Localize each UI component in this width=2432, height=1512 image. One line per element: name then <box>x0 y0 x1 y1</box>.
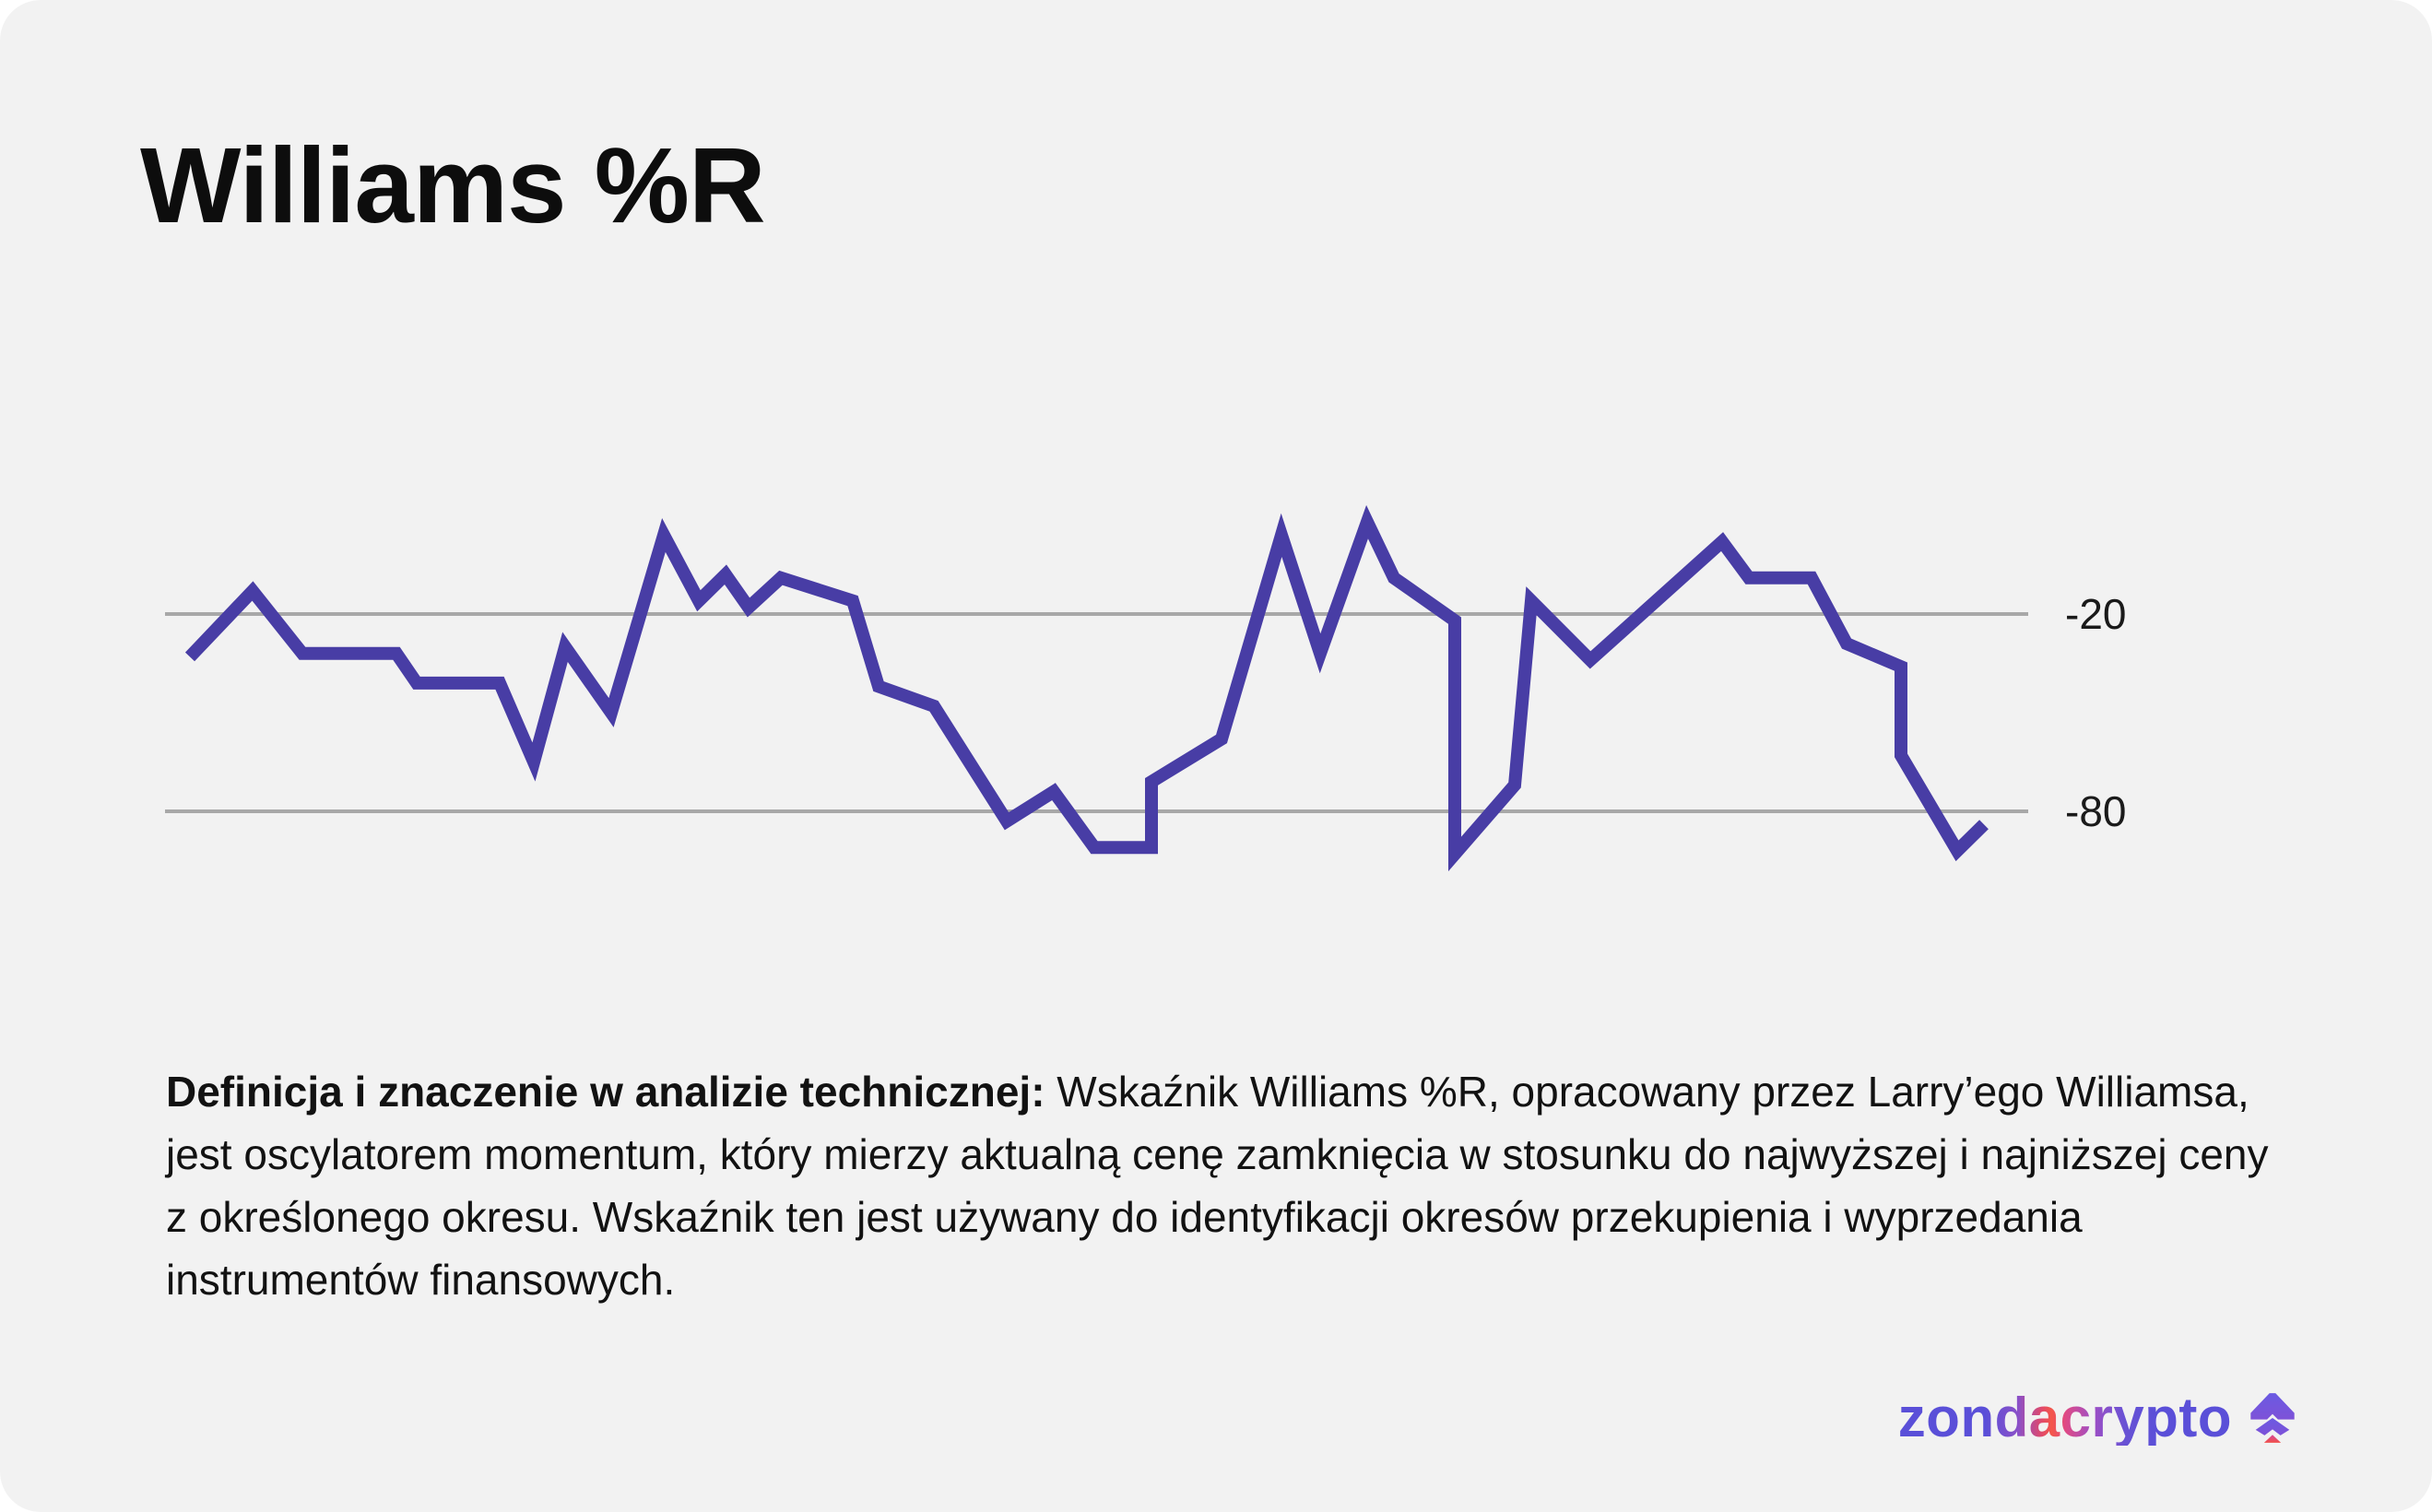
definition-paragraph: Definicja i znaczenie w analizie technic… <box>166 1060 2277 1311</box>
y-tick-minus80: -80 <box>2065 787 2127 835</box>
brand-logo: zondacrypto <box>1898 1390 2297 1446</box>
brand-wordmark: zondacrypto <box>1897 1387 2232 1448</box>
spade-icon-base <box>2263 1435 2282 1443</box>
spade-icon-top <box>2250 1393 2295 1420</box>
spade-icon <box>2250 1393 2295 1443</box>
definition-lead: Definicja i znaczenie w analizie technic… <box>166 1068 1045 1116</box>
indicator-line <box>184 504 1989 872</box>
y-tick-minus20: -20 <box>2065 590 2127 638</box>
spade-icon-chevron <box>2255 1418 2290 1435</box>
page-title: Williams %R <box>140 125 766 245</box>
definition-body: Wskaźnik Williams %R, opracowany przez L… <box>166 1068 2269 1304</box>
